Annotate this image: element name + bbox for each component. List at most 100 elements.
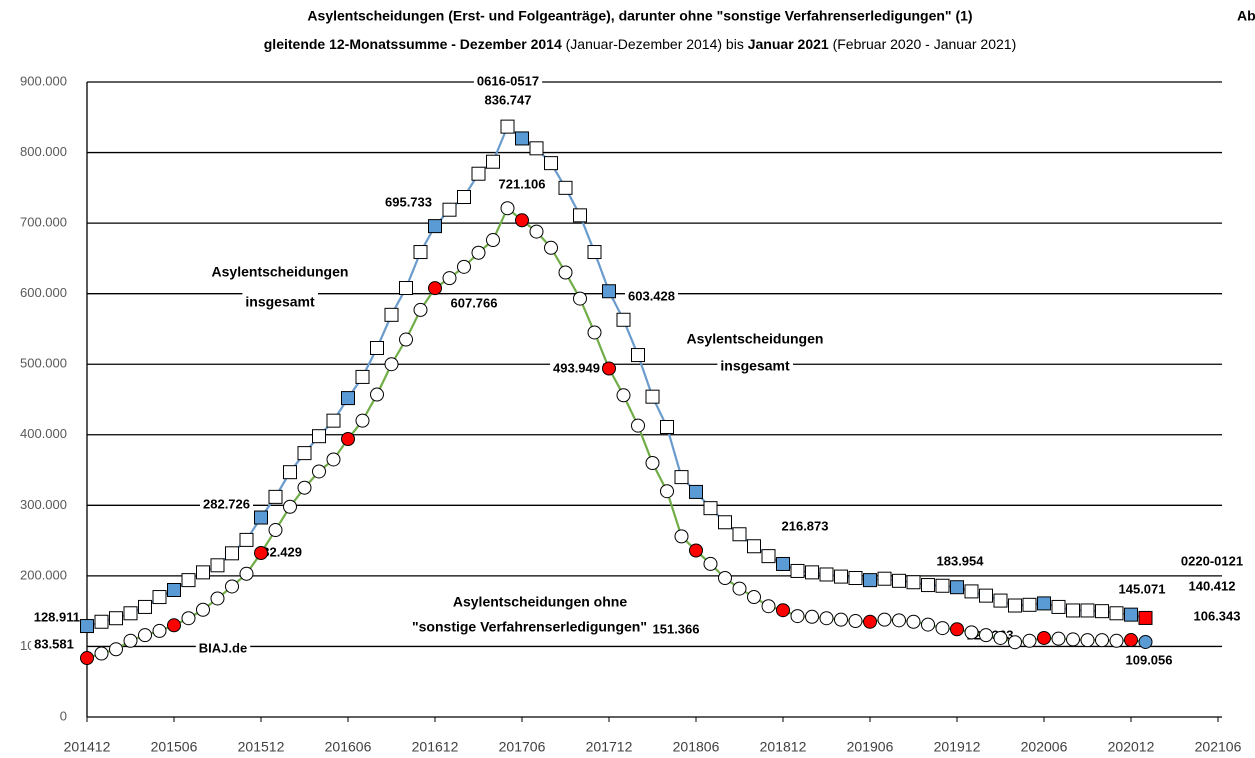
data-point — [877, 612, 892, 627]
data-point — [1066, 632, 1080, 647]
data-point — [660, 420, 674, 435]
data-point — [602, 361, 616, 376]
value-label: 836.747 — [485, 92, 532, 107]
data-point — [1051, 599, 1066, 614]
annotation: Asylentscheidungen — [687, 331, 824, 347]
data-point — [239, 566, 254, 581]
data-point — [210, 591, 225, 606]
label-background — [933, 552, 988, 570]
data-point — [964, 584, 979, 599]
x-tick-label: 201906 — [847, 739, 894, 755]
x-tick-label: 201706 — [499, 739, 546, 755]
data-point — [587, 325, 602, 340]
data-point — [1109, 633, 1124, 648]
value-label: 151.366 — [653, 621, 700, 636]
data-point — [384, 307, 399, 322]
data-point — [152, 623, 167, 638]
data-point — [515, 213, 529, 228]
x-tick-label: 202006 — [1021, 739, 1068, 755]
y-tick-label: 400.000 — [20, 426, 67, 441]
data-point — [732, 527, 747, 542]
data-point — [747, 590, 761, 605]
value-label: 493.949 — [553, 360, 600, 375]
data-point — [1008, 598, 1022, 613]
data-point — [457, 259, 471, 274]
data-point — [1109, 606, 1124, 621]
data-point — [747, 539, 761, 554]
value-label: 140.412 — [1189, 578, 1236, 593]
data-point — [950, 622, 964, 637]
y-tick-label: 900.000 — [20, 73, 67, 88]
data-point — [268, 523, 283, 538]
data-point — [442, 271, 457, 286]
data-point — [544, 156, 558, 171]
data-point — [109, 611, 123, 626]
data-point — [631, 418, 645, 433]
data-point — [877, 571, 892, 586]
annotation: "sonstige Verfahrenserledigungen" (1) — [412, 619, 668, 635]
data-point — [631, 348, 645, 363]
data-point — [94, 614, 109, 629]
data-point — [674, 529, 689, 544]
y-tick-label: 500.000 — [20, 356, 67, 371]
data-point — [834, 612, 848, 627]
x-tick-label: 201412 — [64, 739, 111, 755]
data-point — [196, 602, 210, 617]
y-tick-label: 600.000 — [20, 285, 67, 300]
data-point — [950, 580, 964, 595]
label-background — [1115, 580, 1169, 598]
data-point — [587, 245, 602, 260]
data-point — [1095, 633, 1109, 648]
data-point — [268, 489, 283, 504]
data-point — [790, 563, 805, 578]
data-point — [674, 470, 689, 485]
value-label: 695.733 — [385, 194, 432, 209]
data-point — [486, 233, 500, 248]
x-tick-label: 201612 — [412, 739, 459, 755]
data-point — [805, 565, 819, 580]
label-background — [242, 292, 318, 311]
data-point — [1138, 634, 1153, 649]
data-point — [892, 613, 906, 628]
data-point — [1022, 597, 1037, 612]
label-background — [481, 91, 535, 109]
data-point — [1037, 596, 1051, 611]
value-label: 109.056 — [1126, 652, 1173, 667]
data-point — [848, 571, 863, 586]
data-point — [326, 452, 341, 467]
y-tick-label: 0 — [60, 708, 67, 723]
label-background — [649, 620, 703, 638]
data-point — [196, 565, 210, 580]
y-tick-label: 300.000 — [20, 497, 67, 512]
value-label: 721.106 — [499, 176, 546, 191]
x-tick-label: 201806 — [673, 739, 720, 755]
label-background — [195, 639, 251, 657]
data-point — [776, 603, 790, 618]
data-point — [573, 208, 587, 223]
data-point — [370, 387, 384, 402]
data-point — [254, 510, 268, 525]
data-point — [660, 484, 674, 499]
data-point — [80, 619, 94, 634]
subtitle-part: (Januar-Dezember 2014) bis — [562, 36, 748, 52]
data-point — [138, 599, 152, 614]
data-point — [500, 119, 515, 134]
x-tick-label: 201512 — [238, 739, 285, 755]
y-tick-label: 200.000 — [20, 567, 67, 582]
data-point — [123, 606, 138, 621]
data-point — [500, 201, 515, 216]
x-tick-label: 201912 — [934, 739, 981, 755]
data-point — [283, 465, 297, 480]
annotation: insgesamt — [245, 294, 315, 310]
label-background — [778, 517, 832, 535]
chart-title: Asylentscheidungen (Erst- und Folgeanträ… — [307, 8, 972, 24]
data-point — [529, 141, 544, 156]
label-background — [717, 356, 793, 375]
data-point — [225, 579, 239, 594]
corner-text: Ab — [1237, 8, 1255, 24]
data-point — [689, 484, 703, 499]
data-point — [573, 291, 587, 306]
data-point — [892, 573, 906, 588]
value-label: 607.766 — [451, 295, 498, 310]
